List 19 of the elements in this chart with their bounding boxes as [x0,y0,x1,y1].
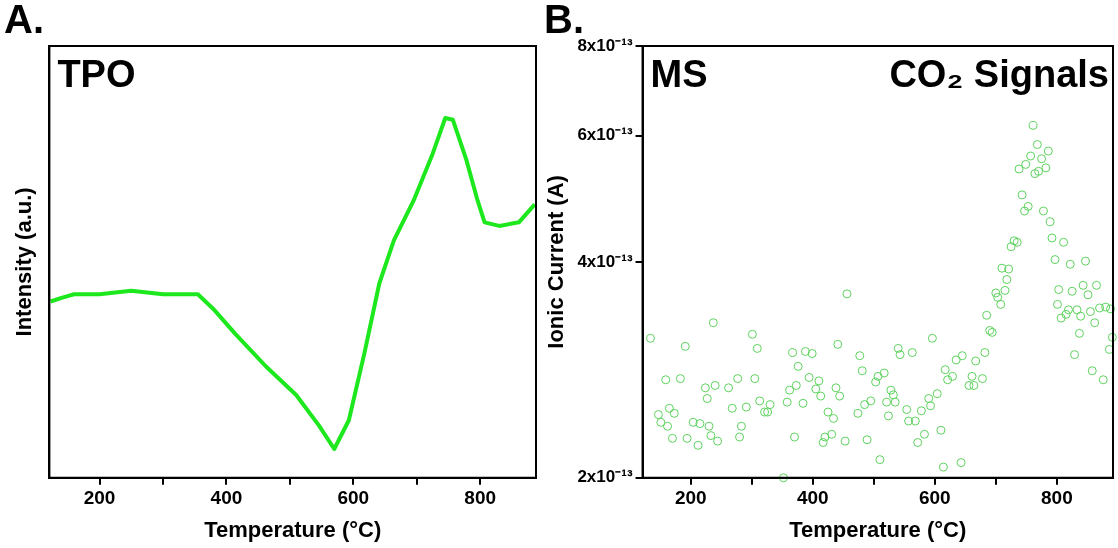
y-tick-label: 6x10⁻¹³ [577,125,633,145]
x-tick-label: 200 [83,487,116,509]
x-tick-label: 600 [337,487,370,509]
x-tick-label: 400 [210,487,243,509]
text: TPO [57,53,136,96]
x-tick-label: 800 [1041,487,1073,509]
annotation: MS [650,53,708,96]
y-axis-title: Ionic Current (A) [543,175,569,349]
x-tick-label: 400 [796,487,829,509]
x-axis-title: Temperature (°C) [204,516,382,542]
annotation: CO₂ Signals [889,53,1109,96]
x-axis-title: Temperature (°C) [789,516,967,542]
x-tick-label: 200 [674,487,707,509]
y-tick-label: 2x10⁻¹³ [577,467,633,487]
y-axis-title: Intensity (a.u.) [11,187,37,337]
y-tick-label: 4x10⁻¹³ [577,251,633,271]
x-tick-label: 600 [918,487,951,509]
x-tick-label: 800 [464,487,497,509]
text: A. [4,0,44,42]
